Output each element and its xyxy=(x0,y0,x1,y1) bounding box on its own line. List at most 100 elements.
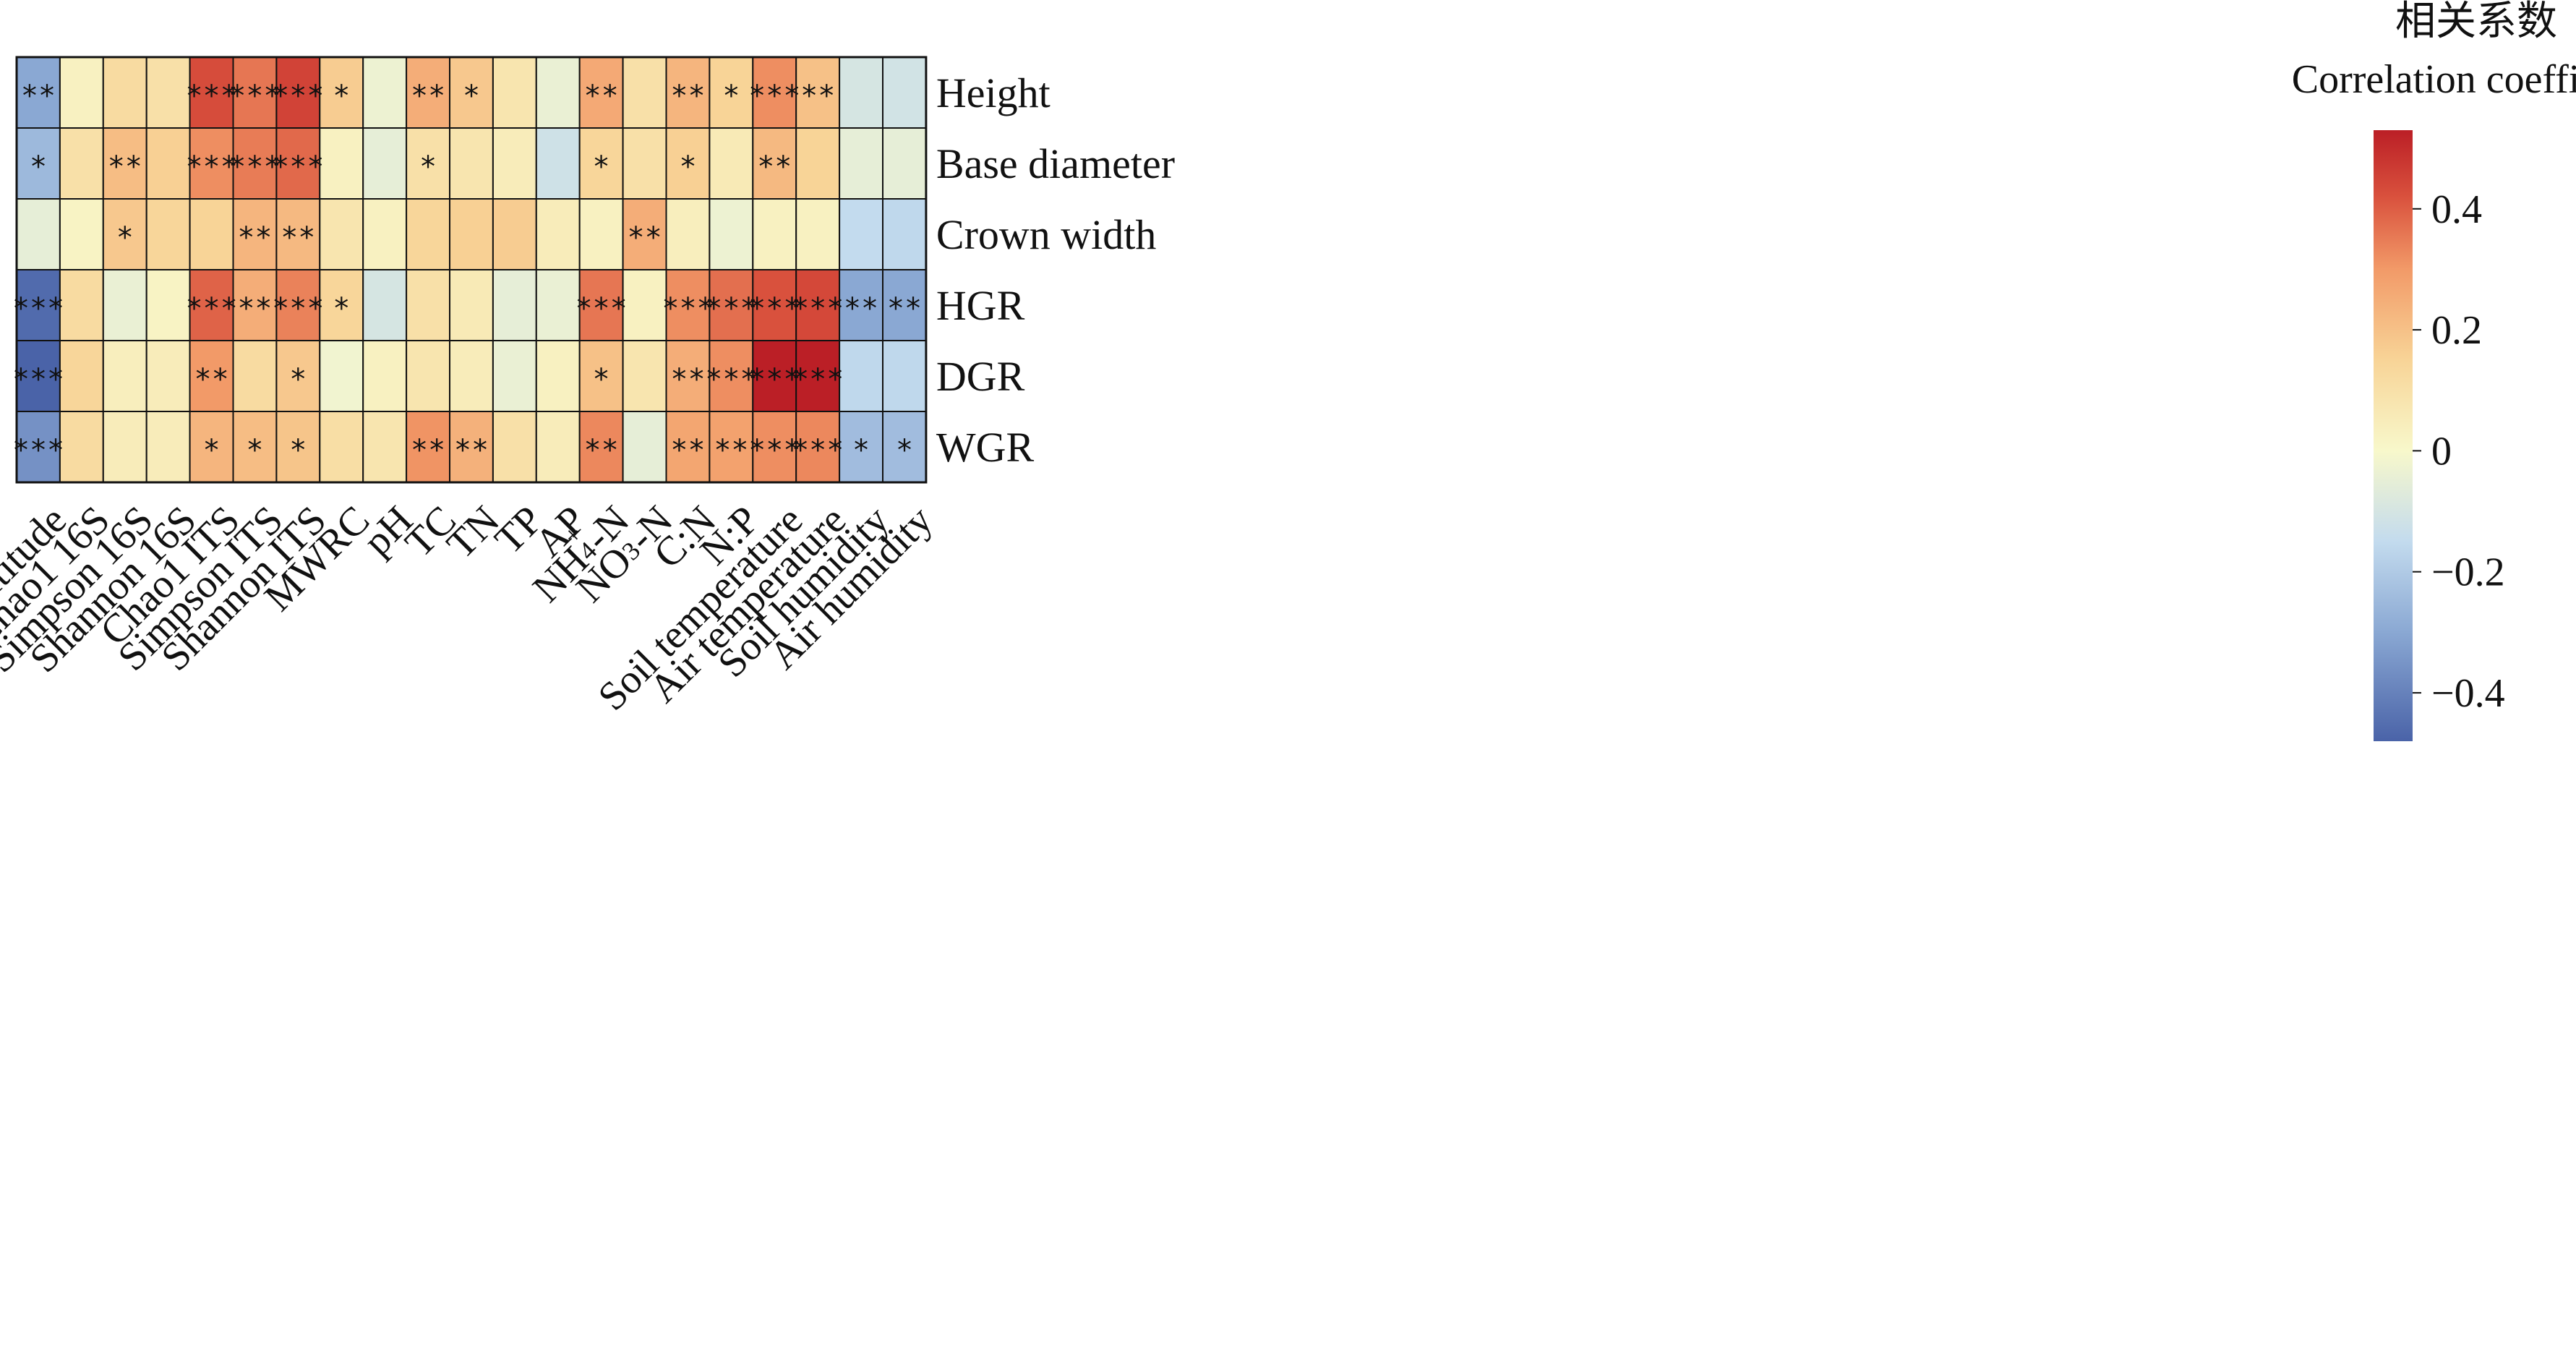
cell-hgr-simpson-its xyxy=(232,269,278,341)
significance-height-soil-temperature: *** xyxy=(748,80,800,113)
cell-height-air-temperature xyxy=(795,56,841,129)
cell-base-diameter-simpson-its xyxy=(232,127,278,200)
cell-dgr-tn xyxy=(449,340,494,412)
cell-hgr-no3-n xyxy=(622,269,667,341)
significance-hgr-soil-humidity: ** xyxy=(844,292,878,325)
cell-wgr-tp xyxy=(492,411,537,483)
cell-crown-width-chao1-its xyxy=(189,198,234,270)
significance-dgr-soil-temperature: *** xyxy=(748,363,800,396)
cell-crown-width-simpson-its xyxy=(232,198,278,270)
significance-wgr-chao1-its: * xyxy=(203,434,221,467)
color-legend: 相关系数 Correlation coefficiont 0.4 0.2 0 −0.2… xyxy=(2292,0,2576,741)
cell-crown-width-altitude xyxy=(16,198,61,270)
cell-crown-width-tp xyxy=(492,198,537,270)
cell-base-diameter-mwrc xyxy=(319,127,364,200)
cell-wgr-ap xyxy=(535,411,581,483)
cell-wgr-shannon-16s xyxy=(145,411,191,483)
row-label-dgr: DGR xyxy=(936,353,1025,400)
cell-crown-width-n-p xyxy=(709,198,754,270)
cell-wgr-simpson-its xyxy=(232,411,278,483)
cell-base-diameter-tn xyxy=(449,127,494,200)
cell-hgr-chao1-16s xyxy=(59,269,104,341)
cell-hgr-ap xyxy=(535,269,581,341)
cell-dgr-tp xyxy=(492,340,537,412)
cell-wgr-shannon-its xyxy=(275,411,321,483)
legend-colorbar xyxy=(2374,130,2413,741)
plot-frame xyxy=(15,56,928,484)
cell-crown-width-nh4-n xyxy=(578,198,624,270)
significance-wgr-soil-humidity: * xyxy=(852,434,870,467)
cell-base-diameter-chao1-16s xyxy=(59,127,104,200)
significance-height-shannon-its: *** xyxy=(272,80,324,113)
significance-wgr-altitude: *** xyxy=(12,434,64,467)
significance-marks: ** ********* * ** * ** ** * *** *** ** ********* * * *… xyxy=(12,80,922,467)
significance-hgr-simpson-its: ** xyxy=(237,292,272,325)
cell-hgr-nh4-n xyxy=(578,269,624,341)
cell-dgr-c-n xyxy=(665,340,711,412)
cell-height-air-humidity xyxy=(882,56,927,129)
significance-base-diameter-nh4-n: * xyxy=(593,150,610,184)
significance-height-tn: * xyxy=(463,80,480,113)
significance-base-diameter-c-n: * xyxy=(679,150,696,184)
significance-dgr-altitude: *** xyxy=(12,363,64,396)
significance-wgr-tc: ** xyxy=(411,434,445,467)
cell-hgr-shannon-16s xyxy=(145,269,191,341)
row-label-height: Height xyxy=(936,69,1050,116)
significance-wgr-tn: ** xyxy=(454,434,489,467)
legend-ticks: 0.4 0.2 0 −0.2 −0.4 xyxy=(2413,187,2505,716)
cell-hgr-tc xyxy=(406,269,450,341)
significance-wgr-nh4-n: ** xyxy=(584,434,619,467)
significance-dgr-air-temperature: *** xyxy=(792,363,844,396)
cell-hgr-shannon-its xyxy=(275,269,321,341)
legend-tick-label: 0.4 xyxy=(2431,187,2482,232)
significance-hgr-c-n: *** xyxy=(662,292,714,325)
significance-base-diameter-simpson-16s: ** xyxy=(108,150,142,184)
cell-dgr-ph xyxy=(362,340,408,412)
significance-wgr-air-temperature: *** xyxy=(792,434,844,467)
cell-wgr-chao1-its xyxy=(189,411,234,483)
cell-crown-width-tc xyxy=(406,198,450,270)
cell-dgr-mwrc xyxy=(319,340,364,412)
legend-tick-label: 0 xyxy=(2431,429,2452,474)
significance-crown-width-simpson-its: ** xyxy=(237,221,272,255)
significance-hgr-nh4-n: *** xyxy=(575,292,627,325)
cell-crown-width-soil-temperature xyxy=(752,198,797,270)
significance-wgr-c-n: ** xyxy=(670,434,705,467)
significance-crown-width-no3-n: ** xyxy=(628,221,662,255)
cell-dgr-shannon-16s xyxy=(145,340,191,412)
heatmap-cells xyxy=(16,56,927,483)
row-label-hgr: HGR xyxy=(936,282,1025,329)
cell-crown-width-chao1-16s xyxy=(59,198,104,270)
cell-wgr-air-temperature xyxy=(795,411,841,483)
cell-crown-width-c-n xyxy=(665,198,711,270)
significance-base-diameter-soil-temperature: ** xyxy=(757,150,792,184)
significance-wgr-air-humidity: * xyxy=(896,434,913,467)
cell-wgr-mwrc xyxy=(319,411,364,483)
cell-wgr-tn xyxy=(449,411,494,483)
cell-height-nh4-n xyxy=(578,56,624,129)
significance-height-altitude: ** xyxy=(21,80,56,113)
cell-crown-width-soil-humidity xyxy=(839,198,883,270)
row-label-crown-width: Crown width xyxy=(936,211,1157,258)
significance-wgr-soil-temperature: *** xyxy=(748,434,800,467)
cell-hgr-air-humidity xyxy=(882,269,927,341)
cell-hgr-simpson-16s xyxy=(102,269,147,341)
cell-base-diameter-tp xyxy=(492,127,537,200)
legend-tick-label: −0.2 xyxy=(2431,550,2505,595)
significance-hgr-soil-temperature: *** xyxy=(748,292,800,325)
significance-height-simpson-its: *** xyxy=(228,80,281,113)
cell-wgr-chao1-16s xyxy=(59,411,104,483)
cell-dgr-simpson-its xyxy=(232,340,278,412)
cell-crown-width-ph xyxy=(362,198,408,270)
cell-height-simpson-16s xyxy=(102,56,147,129)
cell-crown-width-tn xyxy=(449,198,494,270)
cell-base-diameter-ph xyxy=(362,127,408,200)
significance-base-diameter-shannon-its: *** xyxy=(272,150,324,184)
cell-wgr-tc xyxy=(406,411,450,483)
significance-dgr-nh4-n: * xyxy=(593,363,610,396)
significance-dgr-c-n: ** xyxy=(670,363,705,396)
significance-dgr-shannon-its: * xyxy=(289,363,307,396)
cell-wgr-altitude xyxy=(16,411,61,483)
cell-height-ph xyxy=(362,56,408,129)
